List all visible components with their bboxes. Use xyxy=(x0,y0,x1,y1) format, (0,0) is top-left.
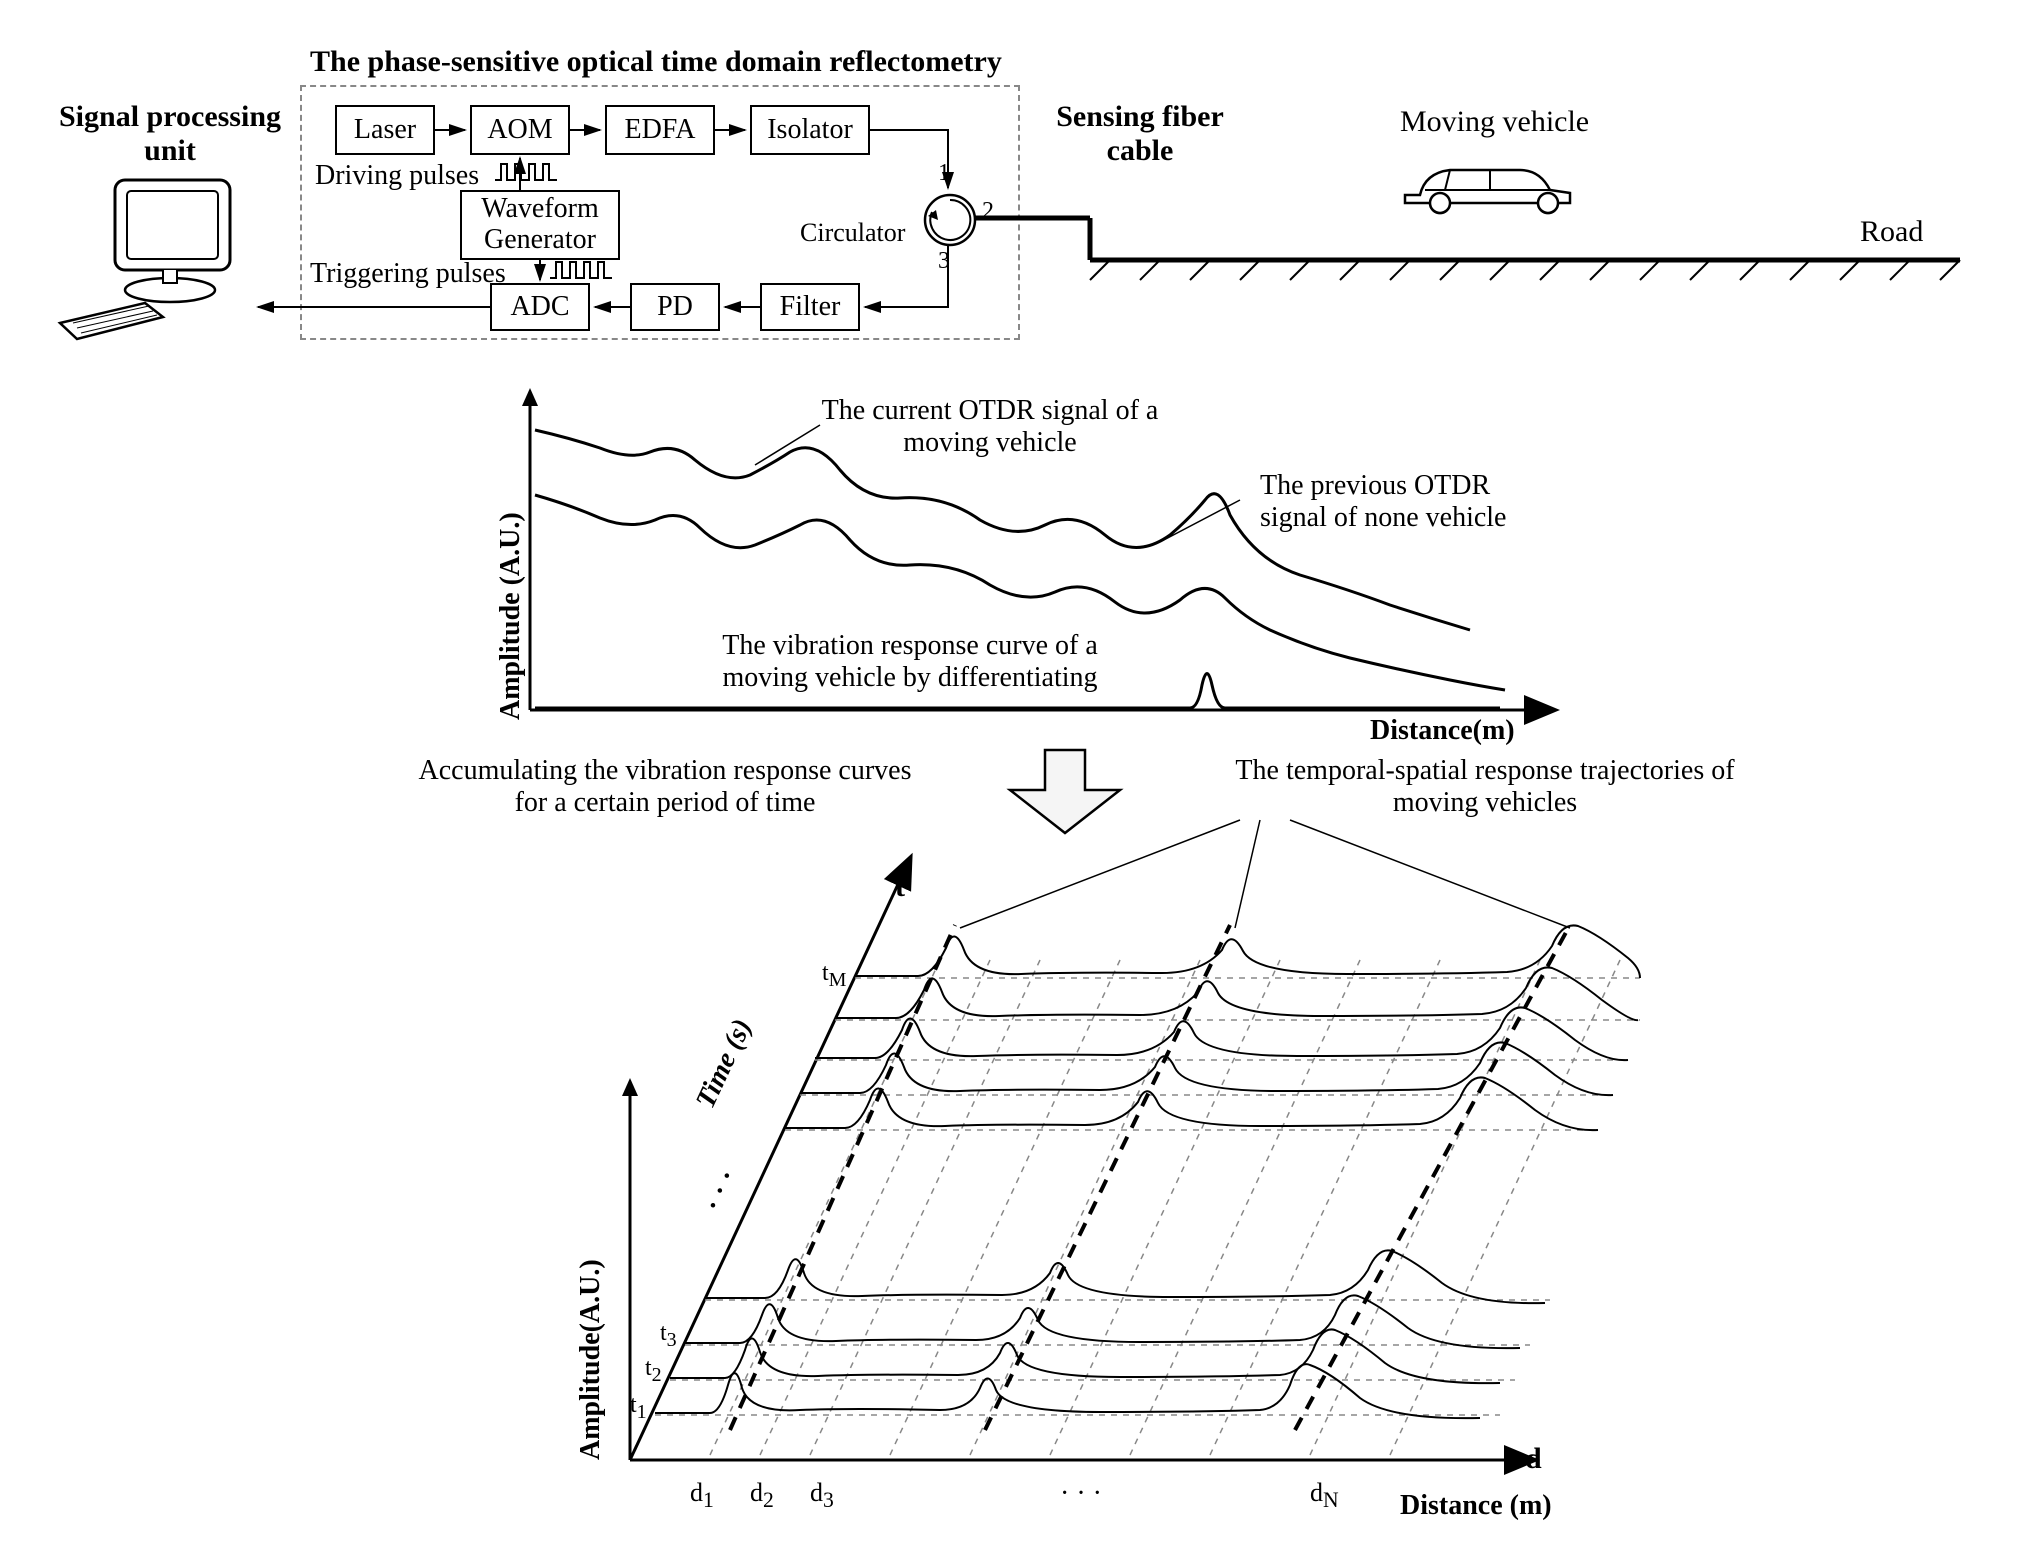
bot-d-axis: d xyxy=(1525,1442,1542,1476)
moving-vehicle-label: Moving vehicle xyxy=(1400,105,1589,139)
t3-label: t3 xyxy=(660,1320,677,1352)
bottom-chart xyxy=(540,840,1640,1520)
vibration-response-label: The vibration response curve of a moving… xyxy=(690,630,1130,694)
mid-ylabel: Amplitude (A.U.) xyxy=(495,512,527,720)
top-connections xyxy=(0,0,2043,400)
mid-xlabel: Distance(m) xyxy=(1370,715,1515,747)
t2-label: t2 xyxy=(645,1355,662,1387)
dN-label: dN xyxy=(1310,1478,1339,1513)
d1-label: d1 xyxy=(690,1478,714,1513)
down-arrow-icon xyxy=(1000,745,1130,840)
trajectory-label: The temporal-spatial response trajectori… xyxy=(1220,755,1750,819)
bot-ylabel: Amplitude(A.U.) xyxy=(575,1259,607,1460)
tM-label: tM xyxy=(822,960,846,992)
car-icon xyxy=(1390,145,1590,225)
d2-label: d2 xyxy=(750,1478,774,1513)
previous-otdr-label: The previous OTDR signal of none vehicle xyxy=(1260,470,1560,534)
d3-label: d3 xyxy=(810,1478,834,1513)
t1-label: t1 xyxy=(630,1392,647,1424)
current-otdr-label: The current OTDR signal of a moving vehi… xyxy=(800,395,1180,459)
road-label: Road xyxy=(1860,215,1923,249)
sensing-fiber-label: Sensing fiber cable xyxy=(1040,100,1240,168)
accumulating-label: Accumulating the vibration response curv… xyxy=(400,755,930,819)
d-dots: · · · xyxy=(1060,1478,1102,1510)
bot-xlabel: Distance (m) xyxy=(1400,1490,1552,1522)
bot-t-axis: t xyxy=(895,870,905,904)
